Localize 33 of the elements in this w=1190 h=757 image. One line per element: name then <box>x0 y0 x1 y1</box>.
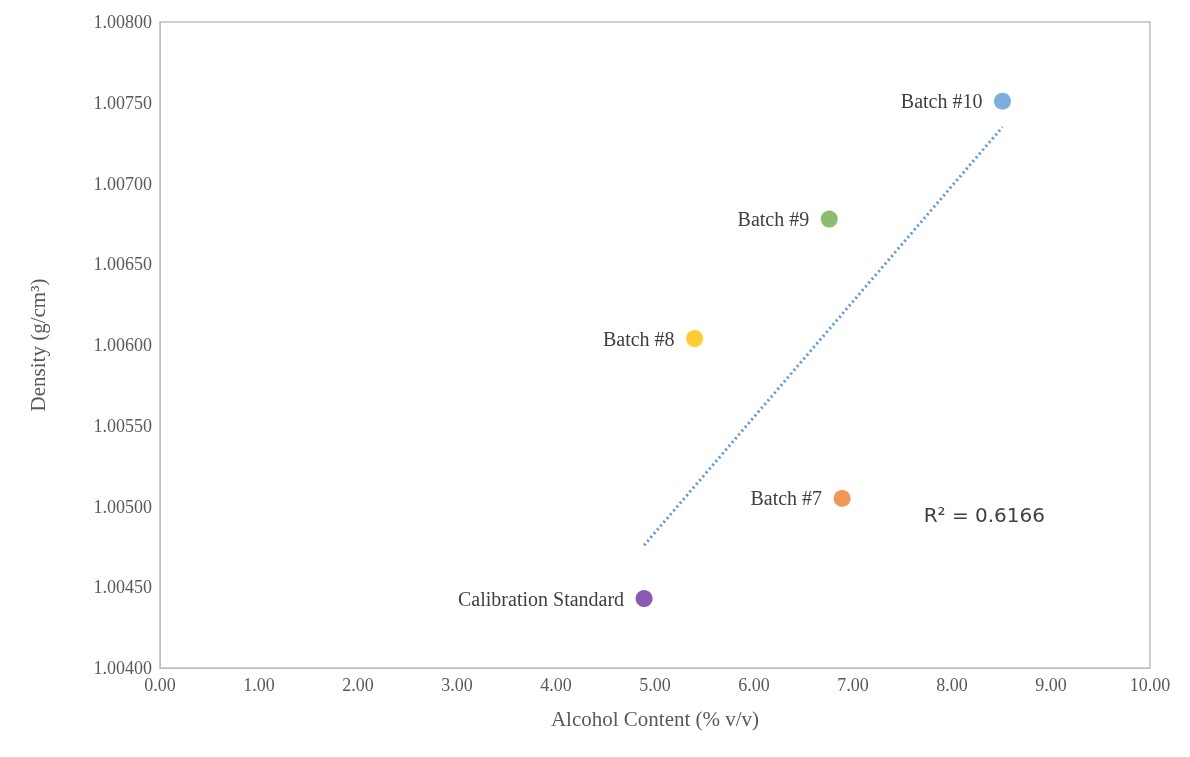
y-tick-label: 1.00550 <box>93 415 152 436</box>
x-tick-label: 5.00 <box>639 675 671 695</box>
x-tick-label: 2.00 <box>342 675 374 695</box>
y-tick-label: 1.00400 <box>93 658 152 678</box>
point <box>635 590 653 608</box>
y-tick-label: 1.00700 <box>93 173 152 194</box>
x-tick-label: 3.00 <box>441 675 473 695</box>
x-tick-label: 1.00 <box>243 675 275 695</box>
annotation: Batch #9 <box>737 208 810 231</box>
x-tick-label: 4.00 <box>540 675 572 695</box>
y-axis-title: Density (g/cm³) <box>25 278 50 412</box>
y-tick-label: 1.00800 <box>93 12 152 32</box>
x-tick-label: 0.00 <box>144 675 176 695</box>
x-tick-label: 6.00 <box>738 675 770 695</box>
y-tick-label: 1.00500 <box>93 496 152 517</box>
point <box>686 330 704 348</box>
point <box>820 210 838 228</box>
x-tick-label: 10.00 <box>1129 675 1171 695</box>
y-tick-label: 1.00750 <box>93 92 152 113</box>
x-tick-label: 9.00 <box>1035 675 1067 695</box>
y-tick-label: 1.00450 <box>93 577 152 598</box>
x-tick-label: 8.00 <box>936 675 968 695</box>
point <box>994 92 1011 110</box>
annotation: Batch #7 <box>750 487 823 510</box>
y-tick-label: 1.00650 <box>93 254 152 275</box>
x-tick-label: 7.00 <box>837 675 869 695</box>
y-tick-label: 1.00600 <box>93 335 152 355</box>
annotation: R² = 0.6166 <box>923 503 1046 527</box>
point <box>833 489 851 507</box>
annotation: Calibration Standard <box>458 587 625 610</box>
annotation: Batch #10 <box>900 90 983 113</box>
x-axis-title: Alcohol Content (% v/v) <box>550 706 760 731</box>
annotation: Batch #8 <box>602 327 675 350</box>
